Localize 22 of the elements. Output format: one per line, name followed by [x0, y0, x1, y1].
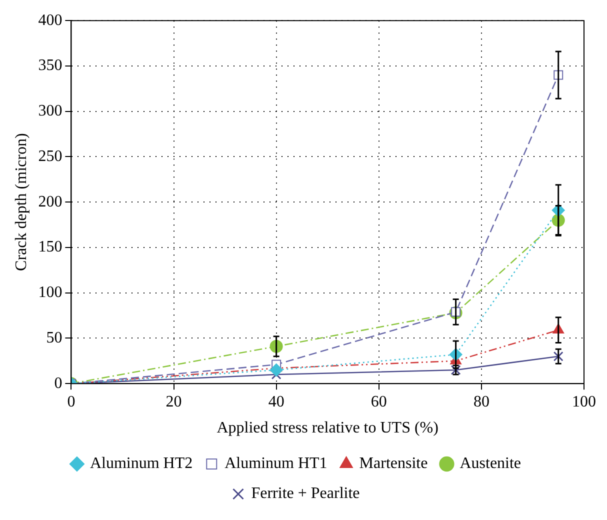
- y-tick-label: 300: [38, 102, 62, 120]
- y-tick-label: 150: [38, 238, 62, 256]
- x-tick-label: 60: [370, 393, 387, 410]
- y-tick-label: 400: [38, 12, 62, 29]
- x-tick-label: 20: [166, 393, 182, 410]
- y-tick-label: 250: [38, 148, 62, 165]
- x-tick-label: 100: [572, 393, 596, 410]
- legend-label: Austenite: [460, 455, 522, 472]
- x-axis-title: Applied stress relative to UTS (%): [216, 420, 438, 437]
- legend-label: Ferrite + Pearlite: [251, 485, 360, 502]
- legend-label: Aluminum HT1: [224, 455, 328, 472]
- y-tick-label: 100: [38, 284, 62, 302]
- y-tick-label: 350: [38, 57, 62, 74]
- x-tick-label: 40: [268, 393, 284, 410]
- x-tick-label: 0: [67, 393, 76, 410]
- x-tick-label: 80: [473, 393, 490, 410]
- legend-label: Martensite: [359, 455, 428, 472]
- y-tick-label: 50: [46, 329, 62, 346]
- y-tick-label: 200: [38, 193, 62, 210]
- y-tick-label: 0: [54, 374, 62, 392]
- y-axis-title: Crack depth (micron): [12, 133, 30, 271]
- legend-label: Aluminum HT2: [90, 455, 193, 472]
